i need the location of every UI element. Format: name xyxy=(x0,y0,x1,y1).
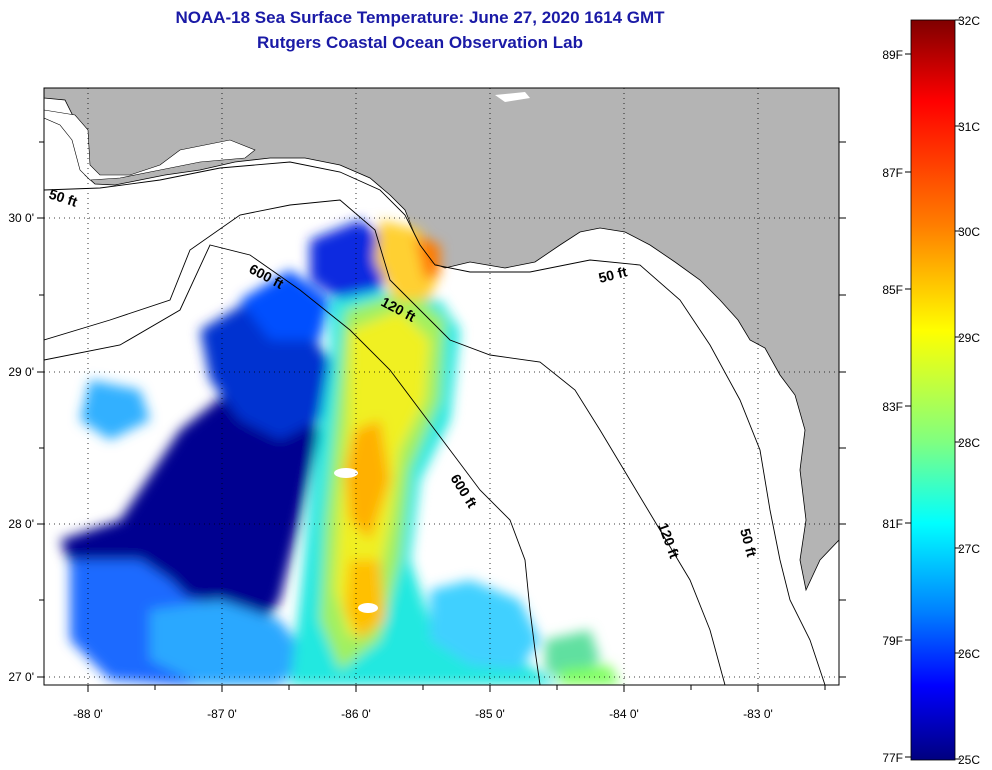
bay-west xyxy=(44,109,256,181)
celsius-label: 27C xyxy=(958,542,980,556)
lon-label: -88 0' xyxy=(73,707,103,721)
colorbar-ticks xyxy=(905,19,961,760)
lat-label: 30 0' xyxy=(8,211,34,225)
inland-lake xyxy=(495,92,530,102)
contour-label: 50 ft xyxy=(737,527,760,559)
fahrenheit-label: 87F xyxy=(882,166,903,180)
lon-label: -84 0' xyxy=(609,707,639,721)
celsius-label: 25C xyxy=(958,753,980,767)
celsius-label: 30C xyxy=(958,225,980,239)
contour-120ft xyxy=(44,199,726,685)
celsius-label: 31C xyxy=(958,120,980,134)
lon-label: -86 0' xyxy=(341,707,371,721)
axis-ticks xyxy=(37,141,846,692)
map-subtitle: Rutgers Coastal Ocean Observation Lab xyxy=(257,33,583,52)
fahrenheit-label: 89F xyxy=(882,48,903,62)
lon-label: -87 0' xyxy=(207,707,237,721)
lat-label: 27 0' xyxy=(8,670,34,684)
celsius-label: 26C xyxy=(958,647,980,661)
map-border xyxy=(43,87,840,686)
colorbar xyxy=(910,19,956,761)
map-title: NOAA-18 Sea Surface Temperature: June 27… xyxy=(175,8,665,27)
contour-50ft-west xyxy=(44,161,826,685)
cloud-gap xyxy=(334,468,358,478)
fahrenheit-label: 85F xyxy=(882,283,903,297)
fahrenheit-label: 79F xyxy=(882,634,903,648)
contour-600ft xyxy=(44,244,541,685)
celsius-label: 29C xyxy=(958,331,980,345)
celsius-label: 28C xyxy=(958,436,980,450)
fahrenheit-label: 81F xyxy=(882,517,903,531)
lon-label: -83 0' xyxy=(743,707,773,721)
cloud-gap xyxy=(358,603,378,613)
celsius-label: 32C xyxy=(958,14,980,28)
fahrenheit-label: 83F xyxy=(882,400,903,414)
sst-data xyxy=(60,220,620,685)
land-mass xyxy=(44,88,839,592)
contour-label: 50 ft xyxy=(597,263,629,286)
fahrenheit-label: 77F xyxy=(882,751,903,765)
lat-label: 29 0' xyxy=(8,365,34,379)
lon-label: -85 0' xyxy=(475,707,505,721)
lat-label: 28 0' xyxy=(8,517,34,531)
